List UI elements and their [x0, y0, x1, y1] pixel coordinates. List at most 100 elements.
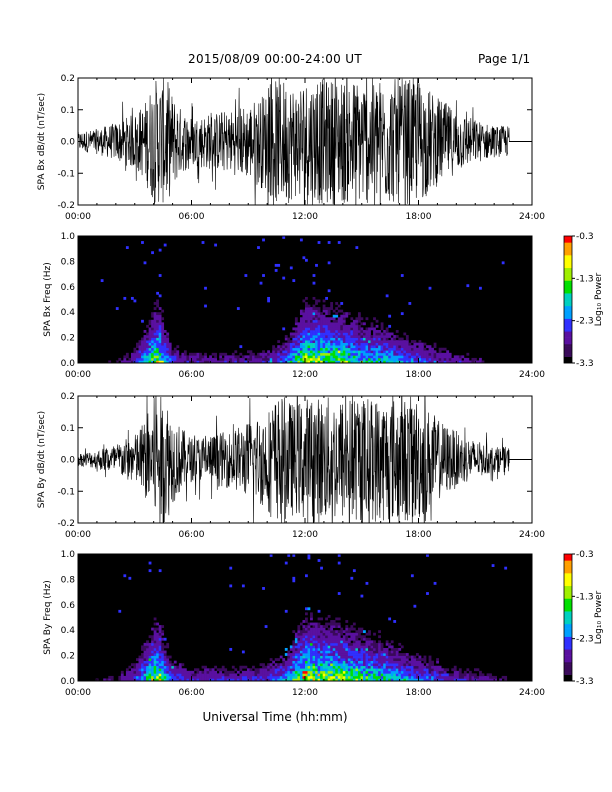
spectrogram-cell	[370, 675, 374, 679]
spectrogram-cell	[388, 663, 392, 667]
spectrogram-cell	[307, 653, 311, 656]
spectrogram-cell	[388, 678, 392, 682]
spectrogram-cell	[289, 675, 293, 679]
spectrogram-cell	[287, 678, 291, 682]
spectrogram-cell	[128, 357, 132, 361]
colorbar-segment	[564, 645, 572, 648]
spectrogram-cell	[380, 335, 384, 338]
spectrogram-cell	[327, 658, 331, 661]
spectrogram-cell	[269, 670, 273, 674]
spectrogram-cell	[390, 647, 394, 651]
spectrogram-cell	[181, 675, 185, 679]
spectrogram-cell	[156, 678, 160, 682]
spectrogram-cell	[322, 635, 326, 639]
spectrogram-cell	[310, 675, 313, 679]
spectrogram-cell	[183, 352, 187, 356]
spectrogram-cell	[153, 668, 157, 672]
spectrogram-cell	[446, 357, 450, 361]
spectrogram-cell	[332, 645, 336, 649]
spectrogram-cell	[388, 665, 392, 669]
spectrogram-cell	[357, 329, 361, 333]
spectrogram-cell	[408, 660, 412, 664]
spectrogram-cell	[221, 668, 225, 672]
spectrogram-cell	[317, 670, 321, 674]
colorbar-segment	[564, 267, 572, 271]
spectrogram-cell	[403, 355, 407, 359]
spectrogram-cell	[436, 675, 439, 679]
spectrogram-cell	[307, 647, 311, 651]
spectrogram-cell	[196, 675, 200, 679]
spectrogram-cell	[479, 360, 482, 364]
spectrogram-cell	[327, 347, 331, 351]
spectrogram-cell	[433, 673, 437, 677]
spectrogram-cell	[211, 673, 215, 677]
spectrogram-cell	[352, 327, 356, 331]
spectrogram-cell	[181, 668, 185, 672]
spectrogram-cell	[357, 332, 361, 336]
spectrogram-cell	[373, 673, 376, 677]
colorbar-segment	[564, 320, 572, 324]
spectrogram-cell	[433, 345, 437, 349]
spectrogram-cell	[141, 352, 144, 356]
spectrogram-cell	[259, 352, 263, 356]
spectrogram-cell	[400, 653, 404, 656]
spectrogram-cell	[345, 647, 349, 651]
spectrogram-cell	[373, 342, 376, 346]
spectrogram-cell	[388, 335, 392, 338]
spectrogram-cell	[148, 335, 152, 338]
spectrogram-cell	[325, 312, 328, 316]
spectrogram-cell	[163, 653, 167, 656]
spectrogram-cell	[345, 327, 349, 331]
spectrogram-cell	[317, 622, 321, 626]
spectrogram-cell	[317, 314, 321, 318]
spectrogram-cell	[279, 668, 283, 672]
spectrogram-cell	[305, 337, 308, 341]
spectrogram-cell	[466, 678, 470, 682]
spectrogram-cell	[267, 678, 270, 682]
spectrogram-cell	[342, 327, 346, 331]
spectrogram-cell	[151, 627, 154, 631]
spectrogram-cell	[317, 653, 321, 656]
spectrogram-cell	[335, 647, 339, 651]
spectrogram-cell	[312, 622, 316, 626]
spectrogram-cell	[335, 675, 339, 679]
spectrogram-cell	[231, 357, 235, 361]
spectrogram-cell	[332, 620, 336, 623]
spectrogram-cell	[466, 352, 470, 356]
spectrogram-cell	[241, 650, 245, 654]
spectrogram-cell	[299, 645, 303, 649]
spectrogram-cell	[378, 345, 381, 349]
spectrogram-cell	[335, 678, 339, 682]
spectrogram-cell	[241, 360, 245, 364]
spectrogram-cell	[249, 678, 253, 682]
spectrogram-cell	[327, 345, 331, 349]
spectrogram-cell	[287, 340, 291, 343]
spectrogram-cell	[395, 660, 399, 664]
spectrogram-cell	[320, 337, 323, 341]
spectrogram-cell	[274, 357, 278, 361]
spectrogram-cell	[146, 673, 149, 677]
spectrogram-cell	[317, 347, 321, 351]
spectrogram-cell	[299, 668, 303, 672]
spectrogram-cell	[178, 675, 182, 679]
spectrogram-cell	[310, 614, 313, 618]
spectrogram-cell	[173, 355, 177, 359]
spectrogram-cell	[352, 335, 356, 338]
spectrogram-cell	[395, 668, 399, 672]
spectrogram-cell	[297, 627, 301, 631]
spectrogram-cell	[305, 660, 308, 664]
spectrogram-cell	[302, 627, 306, 631]
spectrogram-cell	[206, 678, 210, 682]
spectrogram-cell	[166, 645, 170, 649]
spectrogram-cell	[370, 642, 374, 646]
spectrogram-cell	[340, 627, 344, 631]
spectrogram-cell	[312, 645, 316, 649]
spectrogram-cell	[204, 675, 207, 679]
spectrogram-cell	[403, 653, 407, 656]
spectrogram-cell	[148, 673, 152, 677]
y-tick-label: 0.0	[61, 456, 76, 466]
spectrogram-cell	[294, 327, 298, 331]
spectrogram-cell	[138, 673, 142, 677]
spectrogram-cell	[272, 678, 276, 682]
spectrogram-cell	[269, 355, 273, 359]
